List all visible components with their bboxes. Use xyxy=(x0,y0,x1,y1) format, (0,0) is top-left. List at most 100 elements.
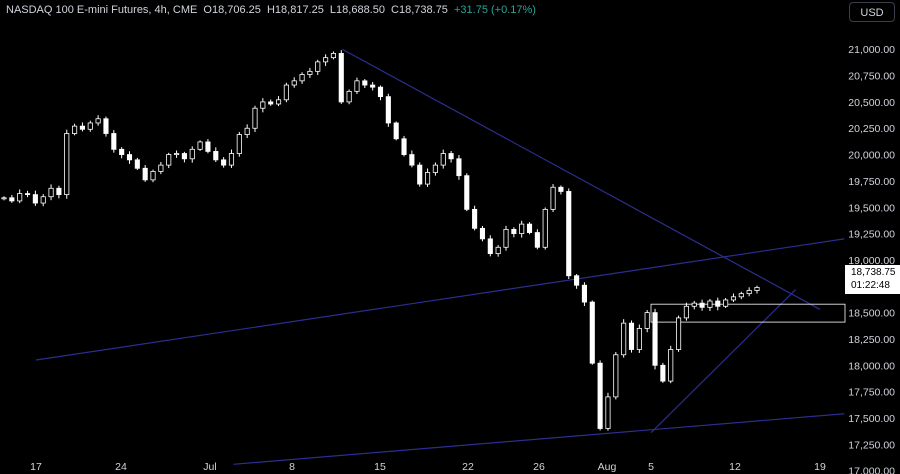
candle xyxy=(268,99,274,106)
candle xyxy=(417,162,423,187)
candle-body xyxy=(126,154,133,161)
candle xyxy=(425,168,431,187)
candle-body xyxy=(56,187,62,196)
candle-body xyxy=(495,246,501,255)
candle xyxy=(221,157,227,168)
candle-body xyxy=(79,125,85,130)
candle xyxy=(574,274,580,289)
candle-body xyxy=(636,328,642,350)
candle xyxy=(377,85,384,101)
candle xyxy=(111,130,117,153)
candle xyxy=(495,245,501,257)
x-tick-label: Jul xyxy=(203,461,216,473)
candle xyxy=(464,173,470,212)
candle xyxy=(205,139,211,154)
price-axis[interactable]: 21,000.00 20,750.00 20,500.00 20,250.00 20,0… xyxy=(848,44,895,474)
candle-body xyxy=(683,305,689,319)
candle xyxy=(354,77,360,95)
trendline-3[interactable] xyxy=(233,413,845,465)
candle-body xyxy=(425,172,431,185)
candle xyxy=(252,105,258,133)
candle-body xyxy=(17,193,23,202)
candle-body xyxy=(142,167,148,181)
candle xyxy=(456,155,462,180)
candle xyxy=(487,235,493,257)
candle-body xyxy=(730,296,737,301)
candle xyxy=(142,165,148,182)
trendline-1[interactable] xyxy=(341,48,821,310)
y-tick-label: 20,750.00 xyxy=(848,71,895,83)
candle-body xyxy=(291,80,297,86)
candle-body xyxy=(660,364,666,382)
y-tick-label: 19,500.00 xyxy=(848,202,895,214)
bar-countdown: 01:22:48 xyxy=(851,280,890,291)
candle xyxy=(323,54,329,66)
candle xyxy=(401,135,407,157)
candle xyxy=(103,116,109,137)
time-axis[interactable]: 17 24 Jul 8 15 22 26 Aug 5 12 19 xyxy=(30,461,826,473)
candle-body xyxy=(472,208,478,229)
candle-body xyxy=(597,362,603,429)
candle xyxy=(660,362,666,383)
trendline-4[interactable] xyxy=(650,289,797,434)
candle xyxy=(275,96,282,107)
candle xyxy=(213,147,219,163)
candle-body xyxy=(589,301,595,364)
candle-body xyxy=(503,228,509,248)
change-value: +31.75 (+0.17%) xyxy=(454,4,536,16)
candle-body xyxy=(652,312,658,366)
candle-body xyxy=(581,284,587,303)
candle-body xyxy=(417,164,423,185)
candle-body xyxy=(158,164,164,172)
candle-body xyxy=(487,238,493,255)
y-tick-label: 17,750.00 xyxy=(848,387,895,399)
x-tick-label: 8 xyxy=(289,461,295,473)
last-price: 18,738.75 xyxy=(851,267,896,278)
candle-body xyxy=(181,153,187,160)
candle xyxy=(72,123,78,136)
candle-body xyxy=(48,187,54,198)
candle-body xyxy=(715,300,721,307)
candle xyxy=(346,89,352,105)
trendlines xyxy=(35,48,845,465)
candle-body xyxy=(307,70,313,75)
candles xyxy=(1,50,760,431)
candle-body xyxy=(723,299,729,307)
candle-body xyxy=(613,354,619,398)
candle xyxy=(597,360,603,431)
candle xyxy=(291,77,297,88)
x-tick-label: 15 xyxy=(374,461,386,473)
candle xyxy=(330,51,336,60)
candle xyxy=(472,205,478,231)
currency-button[interactable]: USD xyxy=(849,2,895,22)
candle xyxy=(189,146,195,163)
candle xyxy=(283,82,289,103)
candle-body xyxy=(456,158,462,177)
y-tick-label: 19,000.00 xyxy=(848,255,895,267)
candle-body xyxy=(205,141,211,152)
y-tick-label: 20,500.00 xyxy=(848,97,895,109)
x-tick-label: 5 xyxy=(648,461,654,473)
candle xyxy=(503,225,509,251)
support-zone-1[interactable] xyxy=(650,303,846,323)
candle-body xyxy=(236,134,242,154)
trendline-2[interactable] xyxy=(35,238,845,361)
candle xyxy=(244,124,250,139)
candle xyxy=(299,72,305,84)
candle-body xyxy=(401,138,407,155)
y-tick-label: 17,250.00 xyxy=(848,439,895,451)
candle xyxy=(613,352,619,400)
candle xyxy=(181,151,187,163)
candle xyxy=(17,189,23,204)
candle xyxy=(754,285,760,294)
candle xyxy=(40,194,46,207)
candle-body xyxy=(448,153,454,160)
candle-body xyxy=(754,287,760,291)
candle-body xyxy=(628,322,635,350)
candle xyxy=(79,122,85,132)
candle-body xyxy=(72,125,78,134)
close-value: C18,738.75 xyxy=(391,4,448,16)
candle-body xyxy=(668,349,674,382)
candle-body xyxy=(738,293,744,298)
